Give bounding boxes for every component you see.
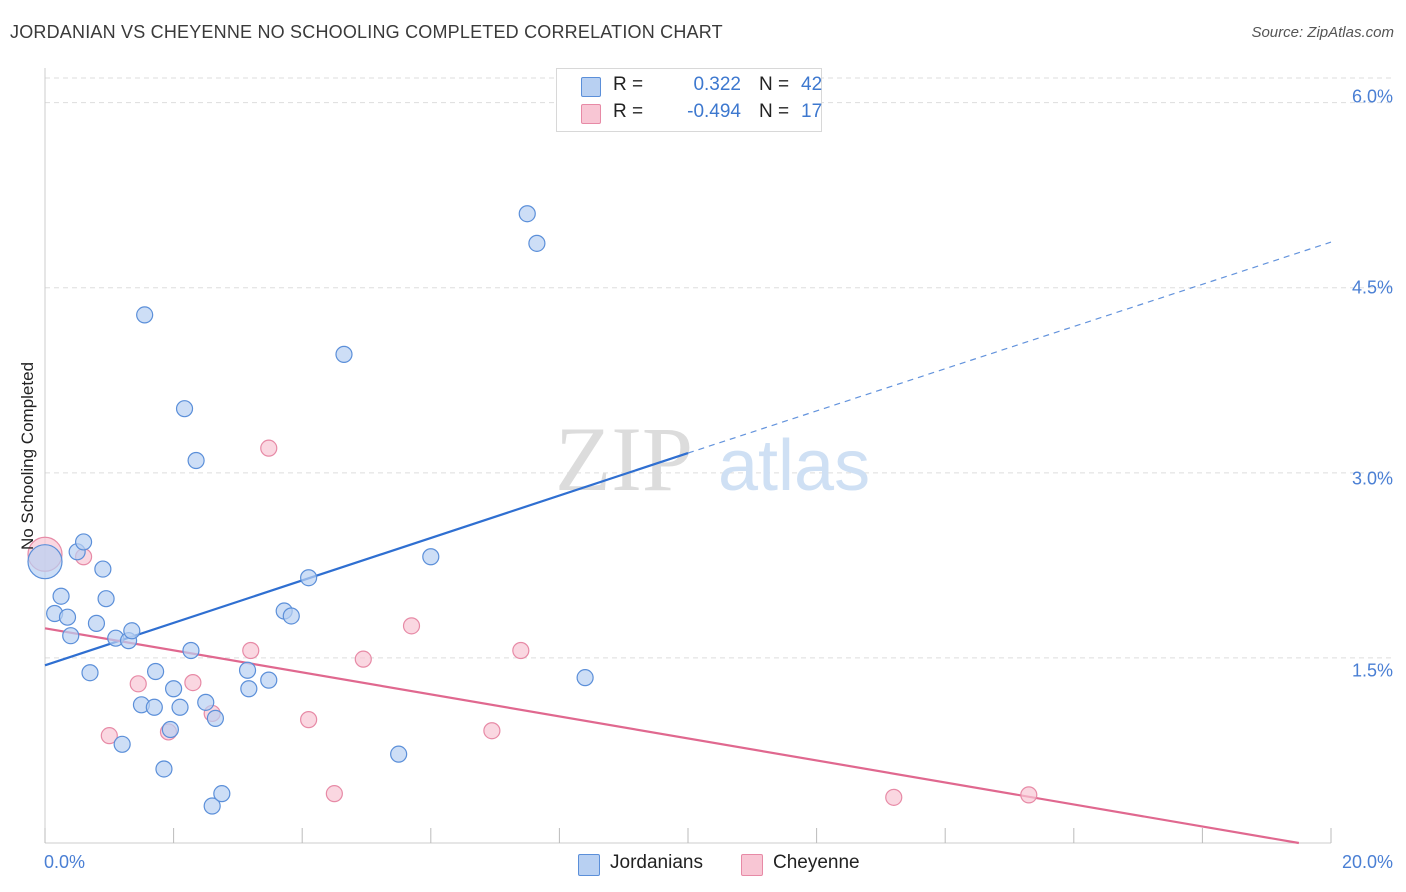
jordanians-point xyxy=(81,664,99,682)
n-value: 17 xyxy=(801,101,823,122)
jordanians-point xyxy=(238,661,257,679)
chart-title: JORDANIAN VS CHEYENNE NO SCHOOLING COMPL… xyxy=(10,22,723,42)
data-points xyxy=(27,205,1038,815)
r-label: R = xyxy=(613,101,644,122)
n-label: N = xyxy=(759,101,790,122)
jordanians-point xyxy=(171,698,189,716)
jordanians-point xyxy=(206,709,224,727)
jordanians-point xyxy=(87,614,106,632)
trend-lines xyxy=(44,241,1332,845)
y-tick-label: 3.0% xyxy=(1351,468,1393,489)
grid-lines xyxy=(45,77,1395,659)
jordanians-point xyxy=(240,680,258,698)
jordanians-point xyxy=(197,693,215,711)
jordanians-point xyxy=(94,560,112,578)
jordanians-point xyxy=(27,544,63,580)
r-value: -0.494 xyxy=(687,101,741,122)
jordanians-point xyxy=(300,569,318,587)
cheyenne-point xyxy=(512,641,530,660)
cheyenne-point xyxy=(242,641,260,660)
jordanians-point xyxy=(182,641,200,660)
r-label: R = xyxy=(613,74,644,95)
jordanians-point xyxy=(260,671,278,689)
y-tick-label: 6.0% xyxy=(1351,86,1393,107)
jordanians-legend-swatch xyxy=(578,854,600,876)
stats-legend-box: R = 0.322 N = 42 R = -0.494 N = 17 xyxy=(556,68,822,132)
source-label: Source: ZipAtlas.com xyxy=(1251,24,1394,41)
jordanians-point xyxy=(282,607,300,625)
cheyenne-point xyxy=(483,722,501,740)
axes xyxy=(44,68,1332,844)
jordanians-point xyxy=(518,205,536,223)
watermark: ZIP atlas xyxy=(555,408,870,510)
jordanians-point xyxy=(175,400,194,418)
cheyenne-swatch xyxy=(581,104,601,124)
jordanians-point xyxy=(187,451,205,470)
x-tick-label-max: 20.0% xyxy=(1341,852,1393,872)
y-tick-label: 4.5% xyxy=(1351,277,1393,298)
jordanians-point xyxy=(155,760,173,778)
cheyenne-legend-swatch xyxy=(741,854,763,876)
jordanians-point xyxy=(123,622,141,640)
jordanians-point xyxy=(203,797,221,815)
y-axis-label: No Schooling Completed xyxy=(18,361,37,551)
jordanians-point xyxy=(161,720,179,739)
jordanians-point xyxy=(113,735,131,753)
jordanians-swatch xyxy=(581,77,601,97)
cheyenne-point xyxy=(129,675,147,693)
jordanians-point xyxy=(213,785,231,803)
watermark-atlas: atlas xyxy=(718,426,870,506)
jordanians-point xyxy=(97,590,115,608)
cheyenne-point xyxy=(354,650,372,668)
jordanians-point xyxy=(146,662,165,681)
jordanians-point xyxy=(74,533,93,551)
jordanians-point xyxy=(165,680,183,698)
cheyenne-point xyxy=(885,788,903,806)
cheyenne-point xyxy=(402,617,421,635)
cheyenne-point xyxy=(184,673,202,692)
jordanians-point xyxy=(136,306,154,324)
jordanians-point xyxy=(335,345,353,363)
n-label: N = xyxy=(759,74,790,95)
x-tick-label-min: 0.0% xyxy=(44,852,86,872)
jordanians-point xyxy=(62,627,80,645)
cheyenne-point xyxy=(325,785,343,803)
cheyenne-point xyxy=(1020,786,1038,804)
jordanians-point xyxy=(145,698,163,716)
cheyenne-point xyxy=(260,439,278,457)
jordanians-point xyxy=(528,234,546,252)
cheyenne-point xyxy=(100,727,118,745)
legend-label: Jordanians xyxy=(610,852,703,873)
jordanians-trend-extension xyxy=(687,241,1332,454)
cheyenne-trend-line xyxy=(44,627,1300,845)
jordanians-point xyxy=(58,608,77,626)
jordanians-trend-line xyxy=(44,452,689,667)
r-value: 0.322 xyxy=(693,74,741,95)
n-value: 42 xyxy=(801,74,823,95)
y-tick-label: 1.5% xyxy=(1351,660,1393,681)
jordanians-point xyxy=(576,669,594,687)
legend-label: Cheyenne xyxy=(773,852,860,873)
jordanians-point xyxy=(52,587,70,605)
cheyenne-point xyxy=(300,711,318,729)
jordanians-point xyxy=(390,745,408,763)
jordanians-point xyxy=(422,548,440,566)
